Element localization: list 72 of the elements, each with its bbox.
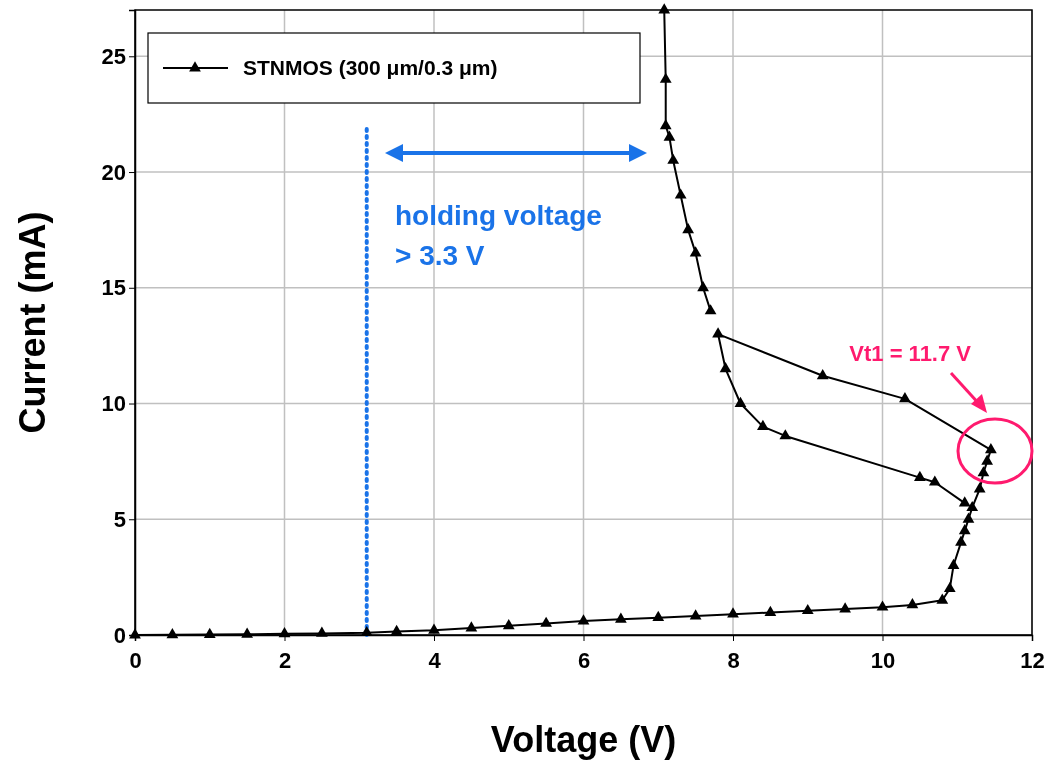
point bbox=[966, 500, 979, 512]
y-axis-title: Current (mA) bbox=[12, 211, 53, 434]
x-tick-label: 10 bbox=[870, 648, 896, 674]
point bbox=[977, 466, 990, 477]
x-tick-label: 0 bbox=[129, 648, 142, 674]
x-tick-label: 2 bbox=[278, 648, 292, 674]
point bbox=[614, 612, 627, 623]
annotation: holding voltage bbox=[395, 200, 602, 231]
y-tick-label: 5 bbox=[113, 506, 126, 532]
point bbox=[502, 618, 515, 630]
point bbox=[936, 593, 949, 604]
point bbox=[682, 223, 695, 234]
point bbox=[577, 614, 590, 625]
x-tick-label: 8 bbox=[727, 648, 740, 674]
point bbox=[360, 625, 373, 637]
point bbox=[674, 188, 687, 199]
y-tick-label: 25 bbox=[101, 43, 126, 69]
point bbox=[658, 3, 671, 14]
point bbox=[166, 627, 179, 639]
point bbox=[689, 246, 702, 257]
point bbox=[659, 72, 672, 83]
x-axis-title: Voltage (V) bbox=[490, 719, 677, 760]
point bbox=[734, 396, 747, 407]
point bbox=[712, 327, 724, 338]
point bbox=[906, 598, 919, 609]
point bbox=[928, 475, 941, 486]
annotation: Vt1 = 11.7 V bbox=[849, 341, 972, 366]
point bbox=[667, 153, 680, 164]
point bbox=[943, 581, 956, 593]
point bbox=[955, 535, 967, 546]
point bbox=[876, 600, 889, 611]
point bbox=[913, 470, 926, 481]
y-tick-label: 0 bbox=[113, 622, 126, 648]
point bbox=[241, 627, 254, 638]
point bbox=[689, 609, 702, 620]
point bbox=[129, 628, 141, 639]
point bbox=[899, 392, 911, 403]
point bbox=[390, 624, 403, 635]
point bbox=[278, 627, 291, 638]
y-tick-label: 10 bbox=[101, 391, 126, 417]
point bbox=[465, 621, 478, 632]
point bbox=[697, 280, 709, 292]
point bbox=[985, 443, 997, 454]
point bbox=[973, 482, 986, 493]
point bbox=[779, 429, 792, 440]
x-tick-label: 4 bbox=[428, 648, 442, 674]
point bbox=[663, 130, 676, 141]
point bbox=[958, 524, 971, 535]
y-tick-label: 20 bbox=[101, 159, 126, 185]
point bbox=[659, 118, 672, 130]
point bbox=[757, 419, 769, 431]
point bbox=[764, 605, 777, 616]
point bbox=[981, 454, 994, 465]
point bbox=[652, 610, 665, 622]
point bbox=[839, 602, 852, 613]
point bbox=[962, 512, 975, 523]
point bbox=[947, 558, 960, 569]
legend-label: STNMOS (300 μm/0.3 μm) bbox=[243, 56, 498, 79]
point bbox=[801, 603, 814, 615]
point bbox=[203, 627, 216, 638]
y-tick-label: 15 bbox=[101, 275, 126, 301]
point bbox=[958, 496, 971, 507]
x-tick-label: 6 bbox=[577, 648, 591, 674]
point bbox=[727, 607, 739, 618]
point bbox=[719, 362, 732, 373]
annotation: > 3.3 V bbox=[395, 240, 485, 271]
point bbox=[540, 616, 553, 627]
point bbox=[315, 626, 328, 637]
point bbox=[816, 368, 829, 380]
x-tick-label: 12 bbox=[1020, 648, 1045, 674]
point bbox=[428, 623, 440, 634]
point bbox=[704, 304, 717, 315]
